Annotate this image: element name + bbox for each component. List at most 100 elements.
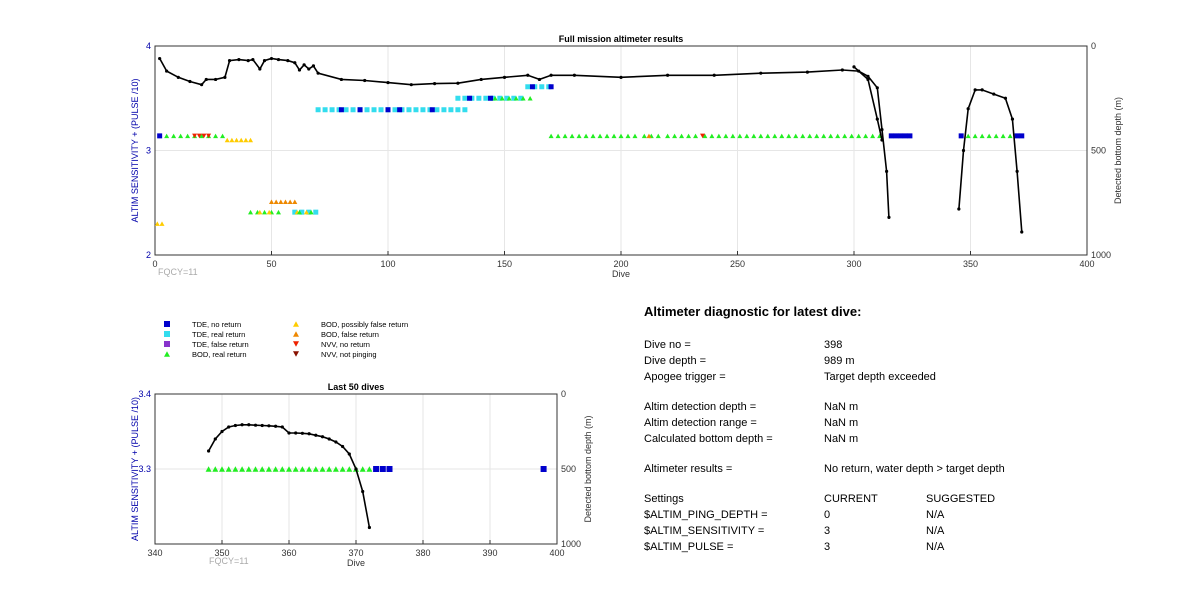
ping-depth-label: $ALTIM_PING_DEPTH = — [644, 509, 768, 521]
suggested-header: SUGGESTED — [926, 493, 996, 505]
marker-bod_real_return — [308, 209, 314, 215]
marker-bod_real_return — [863, 133, 869, 139]
marker-bod_real_return — [856, 133, 862, 139]
marker-bod_real_return — [618, 133, 624, 139]
y-tick-label: 3.3 — [138, 464, 151, 474]
altimeter-results-label: Altimeter results = — [644, 463, 733, 475]
marker-bod_possibly_false — [266, 209, 272, 215]
depth-point — [875, 117, 879, 121]
marker-bod_false_return — [273, 199, 279, 204]
depth-point — [961, 148, 966, 153]
detection-range-row: Altim detection range = NaN m — [644, 415, 1164, 431]
depth-point — [213, 437, 217, 441]
marker-bod_real_return — [590, 133, 596, 139]
x-tick-label: 50 — [266, 259, 276, 269]
marker-bod_real_return — [555, 133, 561, 139]
marker-bod_real_return — [625, 133, 631, 139]
depth-point — [1020, 230, 1024, 234]
detection-range-label: Altim detection range = — [644, 417, 757, 429]
depth-point — [237, 57, 241, 62]
marker-bod_real_return — [339, 466, 346, 472]
marker-bod_possibly_false — [303, 209, 309, 215]
marker-tde_real_return — [441, 107, 447, 113]
marker-bod_real_return — [296, 209, 302, 215]
fqcy-annotation: FQCY=11 — [158, 267, 198, 277]
x-tick-label: 390 — [482, 548, 497, 558]
ping-depth-suggested: N/A — [926, 509, 945, 521]
sensitivity-row: $ALTIM_SENSITIVITY = 3 N/A — [644, 523, 1164, 539]
x-axis-label: Dive — [347, 558, 365, 568]
depth-point — [280, 425, 284, 429]
marker-bod_real_return — [199, 133, 205, 139]
y-tick-label: 3 — [146, 146, 151, 156]
marker-bod_real_return — [772, 133, 778, 139]
depth-point — [712, 73, 716, 77]
marker-tde_real_return — [329, 107, 335, 113]
marker-tde_real_return — [448, 107, 454, 113]
depth-point — [866, 77, 870, 82]
marker-tde_no_return — [898, 133, 904, 139]
marker-bod_real_return — [213, 133, 219, 139]
marker-tde_no_return — [357, 107, 363, 113]
dive-depth-row: Dive depth = 989 m — [644, 353, 1164, 369]
marker-tde_no_return — [467, 95, 473, 101]
marker-tde_no_return — [548, 84, 554, 90]
y-tick-label: 3.4 — [138, 389, 151, 399]
depth-point — [297, 68, 302, 72]
marker-bod_real_return — [800, 133, 806, 139]
dive-depth-value: 989 m — [824, 355, 855, 367]
marker-bod_real_return — [870, 133, 876, 139]
depth-point — [341, 444, 345, 449]
marker-bod_real_return — [758, 133, 764, 139]
pulse-current: 3 — [824, 541, 831, 553]
marker-bod_possibly_false — [229, 137, 235, 143]
plot-border — [154, 393, 558, 545]
marker-bod_real_return — [965, 133, 971, 139]
depth-point — [227, 425, 231, 429]
legend-label: NVV, not pinging — [321, 350, 377, 359]
y2-tick-label: 500 — [561, 464, 576, 474]
marker-bod_real_return — [641, 133, 647, 139]
depth-point — [307, 432, 311, 436]
x-tick-label: 400 — [1079, 259, 1094, 269]
dive-no-row: Dive no = 398 — [644, 337, 1164, 353]
marker-tde_real_return — [455, 107, 461, 113]
depth-point — [294, 431, 298, 435]
marker-nvv_not_pinging — [293, 351, 299, 357]
marker-bod_false_return — [278, 199, 284, 204]
marker-bod_possibly_false — [248, 137, 254, 143]
ping-depth-row: $ALTIM_PING_DEPTH = 0 N/A — [644, 507, 1164, 523]
marker-bod_false_return — [292, 199, 298, 204]
marker-bod_real_return — [299, 466, 306, 472]
marker-tde_no_return — [429, 107, 435, 113]
depth-point — [1003, 96, 1008, 100]
marker-bod_real_return — [583, 133, 589, 139]
marker-tde_real_return — [299, 209, 305, 215]
y2-axis-label: Detected bottom depth (m) — [583, 415, 593, 522]
marker-bod_real_return — [730, 133, 736, 139]
depth-line — [853, 66, 883, 141]
x-axis-label: Dive — [612, 269, 630, 279]
marker-tde_real_return — [313, 209, 319, 215]
depth-point — [311, 64, 316, 68]
depth-point — [880, 138, 884, 142]
depth-point — [316, 71, 320, 75]
marker-tde_real_return — [504, 95, 510, 101]
full-mission-chart: 0 50 100 150 200 250 300 350 400 2 3 4 1000 500 0 Full … — [130, 34, 1123, 279]
altimeter-diagnostic-panel: Altimeter diagnostic for latest dive: Di… — [644, 304, 1164, 555]
chart-title: Last 50 dives — [328, 382, 385, 392]
marker-nvv_no_return — [201, 133, 207, 139]
x-tick-label: 350 — [963, 259, 978, 269]
marker-bod_real_return — [252, 466, 259, 472]
marker-tde_real_return — [525, 84, 531, 90]
legend-label: TDE, no return — [192, 320, 241, 329]
depth-point — [320, 435, 325, 439]
marker-bod_real_return — [185, 133, 191, 139]
marker-tde_real_return — [322, 107, 328, 113]
depth-point — [276, 57, 281, 62]
depth-point — [973, 88, 977, 92]
y2-tick-label: 1000 — [561, 539, 581, 549]
depth-point — [204, 77, 208, 82]
marker-bod_real_return — [262, 209, 268, 215]
